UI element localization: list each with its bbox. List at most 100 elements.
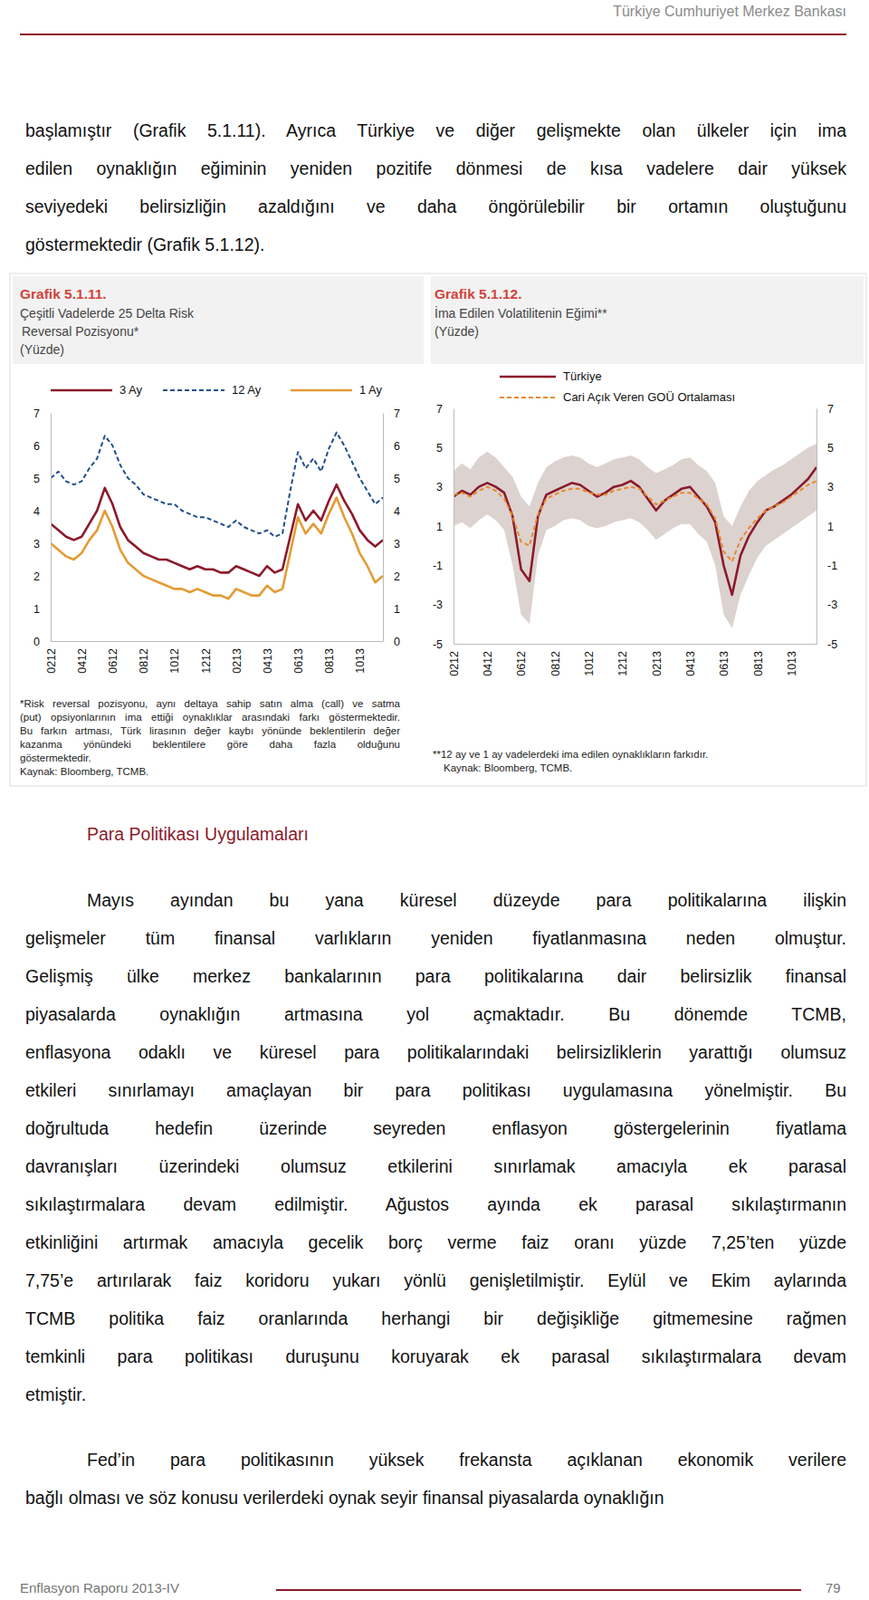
series-line — [50, 497, 383, 600]
axis-line — [454, 643, 818, 645]
chart-notes: *Risk reversal pozisyonu, aynı deltaya s… — [19, 697, 401, 779]
tick: 1 — [33, 602, 51, 616]
tick: 0612 — [106, 640, 120, 674]
tick-label: 1 — [33, 602, 40, 616]
tick-label: 0 — [33, 635, 40, 649]
tick-label: 1 — [827, 520, 834, 534]
x-axis: 0212041206120812101212120213041306130813… — [448, 643, 818, 677]
footer-rule — [276, 1588, 802, 1591]
note-line: **12 ay ve 1 ay vadelerdeki ima edilen o… — [432, 747, 831, 762]
note-line: göstermektedir. — [19, 751, 401, 765]
tick: 0813 — [752, 643, 765, 677]
legend-label: Türkiye — [563, 369, 602, 383]
text-line: TCMB politika faiz oranlarında herhangi … — [25, 1298, 847, 1337]
y-axis: -5-3-11357 — [816, 402, 838, 651]
page-number: 79 — [825, 1579, 841, 1595]
tick-label: 5 — [436, 441, 443, 455]
text-line: etkileri sınırlamayı amaçlayan bir para … — [25, 1070, 847, 1109]
tick-label: 0813 — [323, 648, 336, 674]
tick-label: -3 — [432, 598, 443, 612]
tick: 0812 — [137, 640, 151, 674]
text-line: başlamıştır (Grafik 5.1.11). Ayrıca Türk… — [25, 111, 847, 150]
tick-label: 3 — [33, 537, 40, 551]
tick-label: 2 — [33, 570, 40, 583]
tick-label: -1 — [827, 559, 838, 573]
tick: -1 — [816, 559, 838, 573]
tick: 0613 — [292, 640, 306, 674]
tick-label: 3 — [393, 537, 401, 551]
tick: 4 — [33, 505, 51, 518]
tick: -5 — [816, 638, 838, 651]
tick-label: 0612 — [515, 650, 528, 677]
tick-label: 7 — [436, 402, 443, 416]
note-line: Kaynak: Bloomberg, TCMB. — [432, 761, 831, 775]
note-line: (put) opsiyonlarının ima ettiği oynaklık… — [19, 710, 401, 725]
text-line: enflasyona odaklı ve küresel para politi… — [25, 1032, 847, 1071]
range-band — [453, 443, 817, 629]
chart-title: Grafik 5.1.11. — [19, 286, 107, 302]
tick-label: 0212 — [448, 650, 461, 677]
tick: 4 — [382, 505, 401, 518]
tick-label: -5 — [827, 638, 838, 651]
legend-swatch — [162, 389, 225, 392]
paragraph: Fed’in para politikasının yüksek frekans… — [25, 1440, 847, 1517]
y-axis: 01234567 — [382, 407, 401, 649]
legend-entry: 3 Ay — [50, 382, 144, 397]
tick-label: 1212 — [200, 648, 213, 674]
legend-entry: Cari Açık Veren GOÜ Ortalaması — [499, 390, 736, 404]
tick-label: 0212 — [45, 648, 58, 674]
text-line: gelişmeler tüm finansal varlıkların yeni… — [25, 918, 847, 957]
tick-label: 5 — [393, 472, 401, 486]
tick: 1212 — [616, 643, 630, 677]
tick: 0412 — [481, 643, 495, 677]
y-axis: 01234567 — [33, 407, 51, 649]
tick: 0213 — [650, 643, 664, 677]
tick-label: 0213 — [650, 650, 664, 677]
tick-label: 0812 — [549, 650, 563, 677]
tick: 0212 — [45, 640, 58, 674]
text-line: Fed’in para politikasının yüksek frekans… — [25, 1440, 847, 1479]
text-line: temkinli para politikası duruşunu koruya… — [25, 1336, 847, 1376]
series-line — [453, 480, 817, 562]
tick: 0613 — [717, 643, 731, 677]
tick-label: 5 — [33, 472, 40, 486]
text-line: göstermektedir (Grafik 5.1.12). — [25, 225, 847, 264]
tick-label: 4 — [393, 505, 401, 518]
tick: 1 — [382, 602, 401, 616]
tick: 0 — [382, 635, 401, 649]
tick: 6 — [33, 439, 51, 453]
text-line: Gelişmiş ülke merkez bankalarının para p… — [25, 956, 847, 995]
chart: Grafik 5.1.12.İma Edilen Volatilitenin E… — [432, 286, 838, 677]
tick-label: 0613 — [717, 650, 731, 677]
plot-area — [50, 432, 383, 600]
tick: 0 — [33, 635, 51, 649]
x-axis: 0212041206120812101212120213041306130813… — [45, 640, 384, 674]
tick: 2 — [33, 570, 51, 583]
text-line: bağlı olması ve söz konusu verilerdeki o… — [25, 1478, 847, 1517]
tick: -5 — [432, 638, 454, 651]
tick-label: 0412 — [76, 648, 89, 674]
header-title: Türkiye Cumhuriyet Merkez Bankası — [612, 3, 847, 20]
tick-label: 1013 — [353, 648, 367, 674]
tick-label: 1013 — [785, 650, 799, 677]
tick: 0413 — [261, 640, 275, 674]
legend-label: 12 Ay — [231, 382, 262, 397]
panel-frame — [9, 273, 867, 786]
y-axis: -5-3-11357 — [432, 402, 455, 651]
tick: 0412 — [76, 640, 89, 674]
tick: 0812 — [549, 643, 563, 677]
tick: 0413 — [684, 643, 698, 677]
paragraph: Mayıs ayından bu yana küresel düzeyde pa… — [25, 880, 847, 1414]
legend-label: Cari Açık Veren GOÜ Ortalaması — [563, 390, 736, 404]
tick: 7 — [382, 407, 401, 421]
tick-label: 1212 — [616, 650, 630, 677]
tick: 3 — [816, 480, 834, 494]
tick-label: 3 — [436, 480, 443, 494]
tick: 1013 — [785, 643, 799, 677]
tick: 5 — [436, 441, 454, 455]
tick: 1212 — [200, 640, 213, 674]
y-axis-label: (Yüzde) — [434, 324, 479, 339]
text-line: etkinliğini artırmak amacıyla gecelik bo… — [25, 1222, 847, 1261]
chart-notes: **12 ay ve 1 ay vadelerdeki ima edilen o… — [432, 747, 831, 775]
tick: 1013 — [353, 640, 367, 674]
